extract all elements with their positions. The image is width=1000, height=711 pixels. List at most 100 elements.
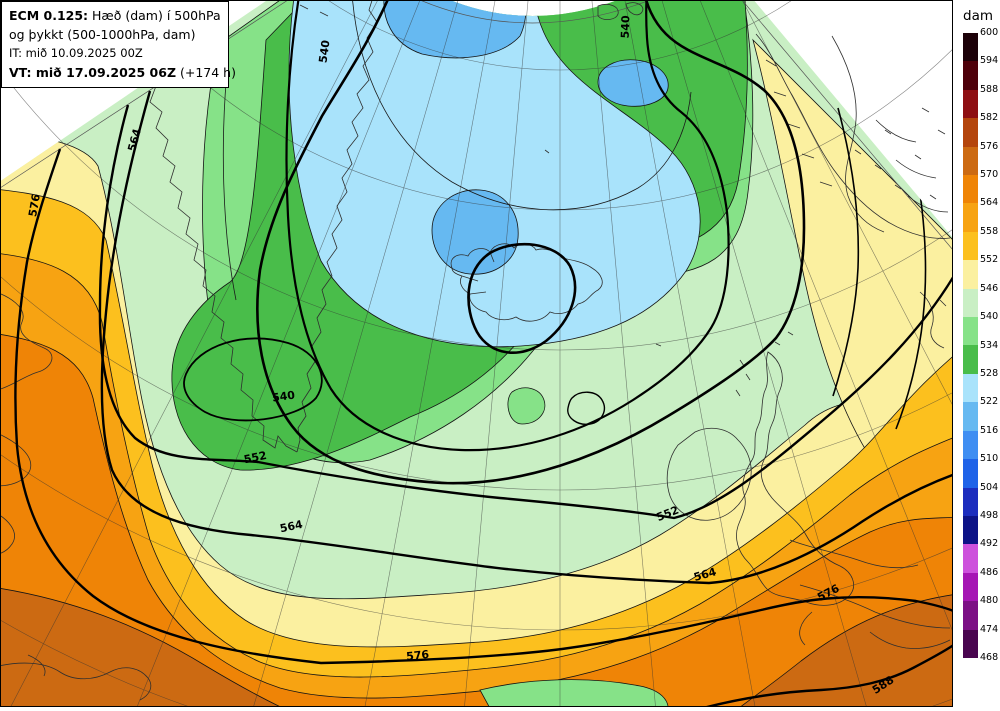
colorbar-band-468-474	[963, 629, 978, 658]
thickness-564-570	[0, 331, 958, 711]
colorbar	[963, 33, 978, 658]
colorbar-tick-540: 540	[980, 311, 999, 323]
coastline-ireland	[666, 427, 752, 521]
colorbar-band-504-510	[963, 459, 978, 488]
legend-valid-time: VT: mið 17.09.2025 06Z (+174 h)	[9, 63, 236, 82]
height-contours	[14, 0, 958, 711]
contour-552	[98, 104, 958, 520]
contour-label-552: 552	[243, 449, 268, 466]
contour-label-540: 540	[619, 15, 633, 39]
colorbar-unit-label: dam	[963, 8, 993, 24]
legend-valid-time-bold: VT: mið 17.09.2025 06Z	[9, 65, 177, 80]
colorbar-tick-534: 534	[980, 339, 999, 351]
colorbar-band-540-546	[963, 288, 978, 318]
colorbar-tick-576: 576	[980, 140, 999, 152]
colorbar-band-588-594	[963, 61, 978, 90]
colorbar-band-498-504	[963, 487, 978, 516]
colorbar-tick-498: 498	[980, 509, 999, 521]
colorbar-tick-546: 546	[980, 282, 999, 294]
contour-540-iceland-low	[467, 242, 577, 354]
colorbar-band-546-552	[963, 260, 978, 289]
colorbar-band-486-492	[963, 544, 978, 573]
colorbar-tick-522: 522	[980, 396, 999, 408]
contour-label-576: 576	[26, 193, 43, 218]
colorbar-tick-570: 570	[980, 169, 999, 181]
legend-field: Hæð (dam) í 500hPa	[88, 8, 221, 23]
colorbar-tick-492: 492	[980, 538, 999, 550]
colorbar-band-558-564	[963, 203, 978, 232]
colorbar-tick-528: 528	[980, 367, 999, 379]
contour-540-main	[256, 0, 806, 485]
colorbar-band-552-558	[963, 231, 978, 261]
colorbar-tick-564: 564	[980, 197, 999, 209]
colorbar-band-564-570	[963, 175, 978, 204]
colorbar-tick-510: 510	[980, 453, 999, 465]
thin-contours	[222, 0, 692, 301]
colorbar-tick-486: 486	[980, 566, 999, 578]
legend-line-title: ECM 0.125: Hæð (dam) í 500hPa	[9, 6, 221, 25]
contour-label-540: 540	[316, 39, 332, 64]
colorbar-band-474-480	[963, 601, 978, 630]
colorbar-band-582-588	[963, 89, 978, 119]
colorbar-band-594-600	[963, 33, 978, 62]
colorbar-band-516-522	[963, 402, 978, 431]
contour-588	[687, 641, 958, 711]
colorbar-tick-582: 582	[980, 112, 999, 124]
colorbar-band-492-498	[963, 515, 978, 545]
thickness-570-576-sw-corner	[0, 585, 327, 711]
contour-small-loop	[567, 391, 606, 425]
domain-boundary	[0, 0, 954, 251]
colorbar-band-534-540	[963, 317, 978, 346]
colorbar-tick-474: 474	[980, 623, 999, 635]
colorbar-band-522-528	[963, 373, 978, 403]
coastline-france-channel	[799, 584, 951, 649]
colorbar-band-570-576	[963, 146, 978, 176]
contour-inner	[285, 0, 730, 452]
coastline-greenland-east	[296, 0, 378, 453]
colorbar-tick-468: 468	[980, 652, 999, 663]
contour-label-564: 564	[125, 127, 144, 153]
legend-init-time: IT: mið 10.09.2025 00Z	[9, 46, 143, 60]
legend-model: ECM 0.125:	[9, 8, 89, 23]
colorbar-band-510-516	[963, 430, 978, 460]
thickness-558-564	[0, 251, 958, 711]
coastline-scandinavia-baltic	[831, 35, 949, 233]
contour-label-576: 576	[406, 648, 431, 663]
legend-box: ECM 0.125: Hæð (dam) í 500hPa og þykkt (…	[1, 1, 236, 88]
coastline-england-south	[789, 539, 919, 569]
colorbar-tick-552: 552	[980, 254, 999, 266]
contour-576	[14, 148, 958, 665]
contour-scandinavia-a	[832, 107, 860, 397]
coastline-denmark	[919, 291, 947, 349]
colorbar-tick-558: 558	[980, 225, 999, 237]
colorbar-tick-labels: 600 594 588 582 576 570 564 558 552 546 540 534 528 5…	[980, 0, 1000, 707]
colorbar-tick-594: 594	[980, 55, 999, 67]
contour-label-564: 564	[279, 518, 305, 536]
coastline-norway	[755, 33, 951, 239]
colorbar-band-576-582	[963, 118, 978, 147]
thickness-522-528	[288, 0, 701, 348]
coastline-scotland-isles	[655, 331, 794, 397]
colorbar-tick-588: 588	[980, 83, 999, 95]
colorbar-tick-516: 516	[980, 424, 999, 436]
thickness-516-522-mid	[431, 189, 519, 275]
colorbar-tick-600: 600	[980, 27, 999, 38]
thickness-534-540-patch-bottom	[479, 679, 669, 711]
colorbar-band-480-486	[963, 572, 978, 602]
contour-564	[100, 90, 958, 585]
thickness-516-522-east	[597, 59, 669, 107]
coastline-newfoundland	[0, 654, 152, 701]
colorbar-band-528-534	[963, 345, 978, 374]
colorbar-tick-504: 504	[980, 481, 999, 493]
graticule	[0, 0, 953, 707]
weather-map: 540 540 564 576 540 552 564 576 552 564 576 588	[0, 0, 958, 711]
legend-line-thickness: og þykkt (500-1000hPa, dam)	[9, 27, 196, 42]
colorbar-tick-480: 480	[980, 595, 999, 607]
contour-label-564: 564	[692, 565, 718, 584]
legend-forecast-hour: (+174 h)	[176, 65, 236, 80]
contour-540-closed-low	[183, 337, 323, 422]
thickness-534-540-patch-se	[507, 387, 546, 425]
contour-label-540: 540	[271, 388, 296, 404]
